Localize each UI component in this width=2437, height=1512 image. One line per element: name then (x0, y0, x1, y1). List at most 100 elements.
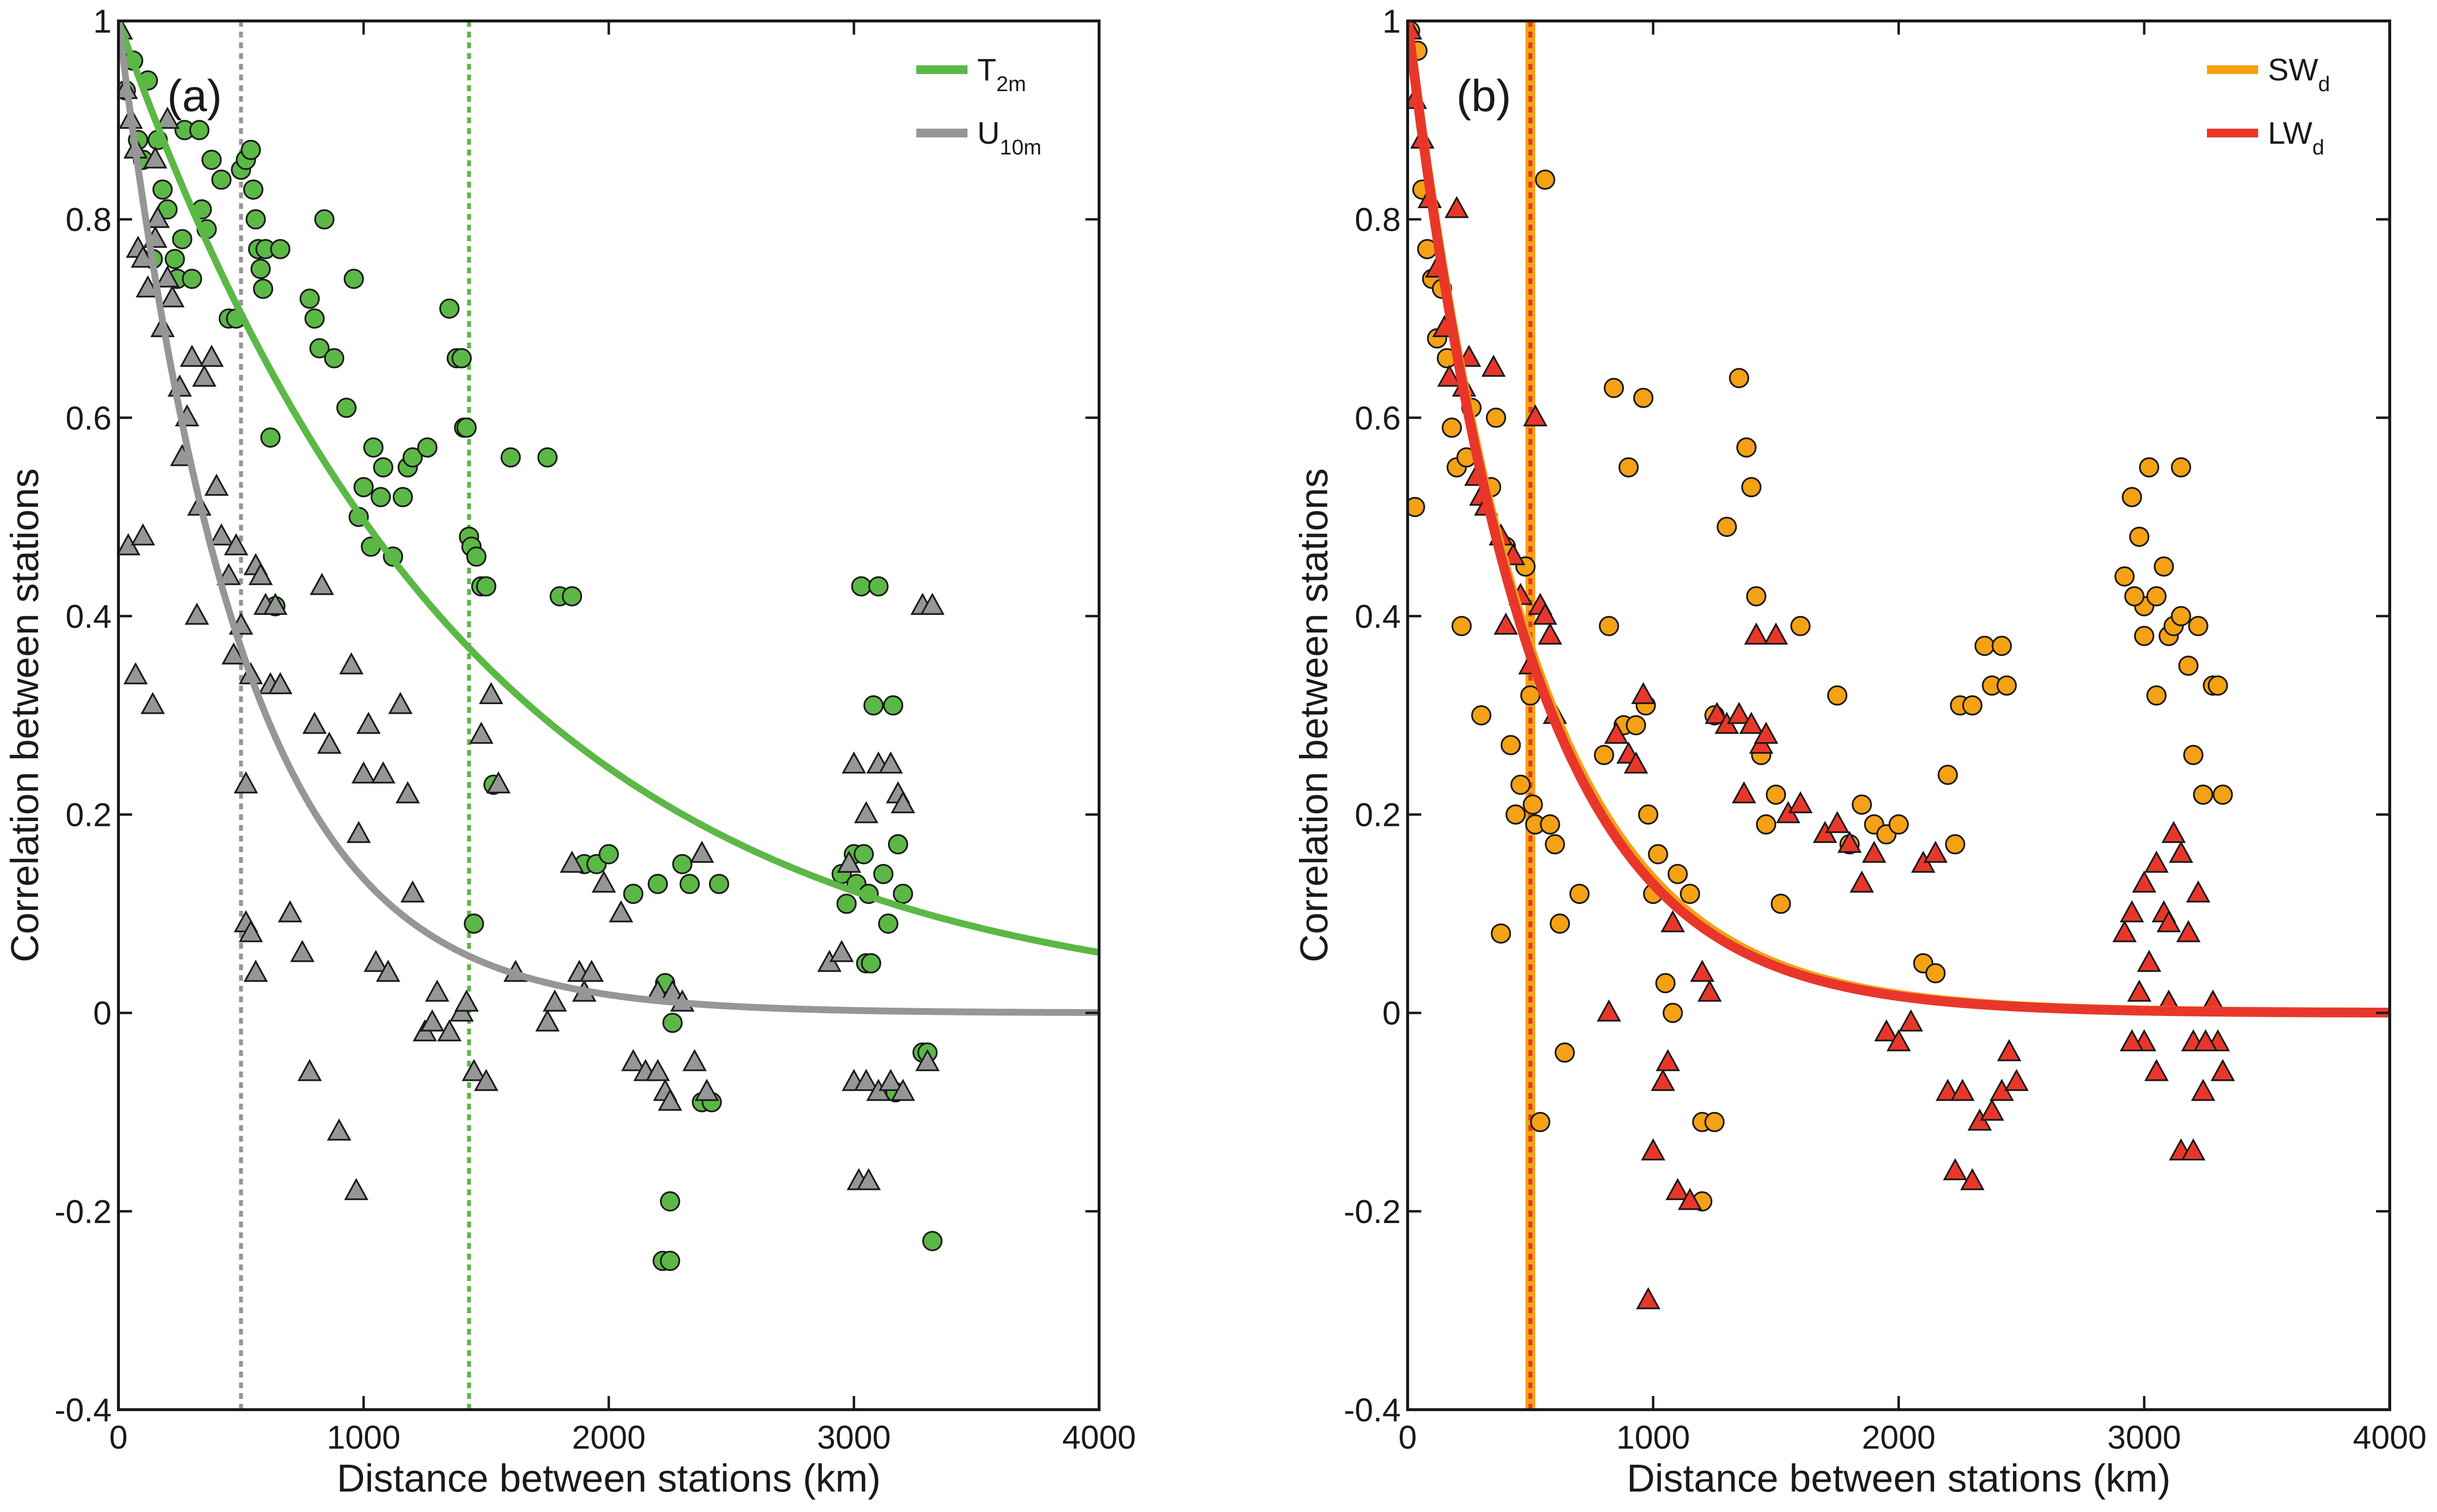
panel-a-u10m-point (327, 1118, 351, 1141)
panel-a-t2m-point (836, 894, 857, 914)
panel-a-u10m-point (339, 652, 364, 674)
panel-b-swd-point (1680, 883, 1701, 904)
panel-b-lwd-point (1862, 841, 1887, 863)
panel-a-t2m-point (451, 348, 472, 368)
panel-a-u10m-point (474, 1069, 499, 1091)
panel-b-y-axis-title: Correlation between stations (1292, 468, 1335, 962)
panel-a-t2m-point (647, 874, 668, 894)
panel-b-y-tick-label: 0.2 (1354, 797, 1401, 834)
panel-b-ticks: 0 1000 2000 3000 4000 -0.4 -0.2 0 0.2 0.4 0.6 0.8 1 (1344, 3, 2427, 1456)
panel-a-u10m-point (854, 801, 879, 823)
panel-a-t2m-point (888, 834, 909, 855)
panel-b-lwd-point (1898, 1009, 1923, 1032)
panel-a-x-tick-label: 0 (109, 1419, 128, 1456)
panel-a-t2m-point (623, 883, 644, 904)
panel-b-lwd-point (1624, 751, 1648, 774)
panel-b-swd-point (1790, 616, 1811, 636)
panel-a-t2m-point (152, 179, 173, 200)
panel-a-u10m-point (243, 959, 268, 982)
panel-b-lwd-point (1763, 622, 1788, 645)
panel-b-lwd-point (1650, 1069, 1675, 1091)
panel-a-t2m-point (363, 437, 384, 458)
panel-b-swd-point (1741, 477, 1761, 498)
panel-a-u10m-point (364, 950, 388, 972)
panel-a-t2m-point (309, 338, 330, 359)
panel-a-u10m-point (351, 761, 376, 784)
panel-b-x-tick-label: 0 (1398, 1419, 1417, 1456)
panel-a-fit-curve-1 (118, 21, 1099, 1016)
panel-a-u10m-point (836, 850, 861, 873)
panel-a-u10m-point (233, 771, 258, 794)
panel-b-swd-point (1827, 685, 1848, 706)
panel-a-u10m-point (400, 880, 425, 903)
panel-b-lwd-point (2176, 920, 2201, 942)
panel-b-swd-point (2193, 785, 2213, 805)
panel-b-swd-point (1638, 804, 1659, 825)
panel-b-lwd-point (2132, 870, 2157, 893)
panel-a-u10m-point (263, 593, 288, 615)
panel-b-swd-point (1520, 685, 1541, 706)
panel-a-x-tick-label: 4000 (1062, 1419, 1136, 1456)
panel-a-u10m-point (221, 642, 246, 665)
panel-b-swd-point (1618, 457, 1639, 478)
panel-b-swd-point (1663, 1002, 1683, 1023)
panel-a-t2m-point (253, 278, 273, 299)
panel-b-lwd-point (2191, 1078, 2216, 1101)
panel-a-u10m-point (278, 900, 303, 922)
panel-a-u10m-point (690, 841, 715, 863)
panel-b-lwd-point (1636, 1287, 1661, 1309)
panel-a-u10m-point (388, 692, 413, 714)
panel-b-swd-point (2146, 586, 2167, 607)
panel-a-u10m-point (609, 900, 634, 922)
panel-b-lwd-point (1837, 831, 1862, 853)
panel-a-y-tick-label: -0.2 (55, 1193, 112, 1230)
panel-b-y-tick-label: 0.8 (1354, 201, 1401, 238)
panel-b-swd-point (1500, 735, 1521, 755)
panel-a-u10m-point (155, 106, 180, 129)
panel-a-y-tick-label: 0.2 (65, 797, 112, 834)
panel-b-lwd-point (1661, 910, 1685, 933)
panel-a-u10m-point (829, 939, 854, 962)
panel-a-t2m-point (299, 288, 320, 309)
panel-a: 0 1000 2000 3000 4000-0.4-0.200.20.40.60.81 … (3, 3, 1136, 1500)
panel-b-lwd-point (1533, 602, 1558, 625)
panel-b-lwd-point (2144, 1059, 2169, 1081)
panel-a-t2m-point (243, 179, 264, 200)
panel-a-u10m-point (486, 771, 511, 794)
panel-a-legend-subscript: 2m (996, 72, 1026, 96)
panel-b-swd-point (2171, 606, 2191, 627)
panel-b-lwd-point (1732, 781, 1757, 804)
panel-b-swd-point (1441, 417, 1462, 438)
panel-b-x-axis-title: Distance between stations (km) (1626, 1456, 2170, 1500)
panel-a-u10m-point (878, 751, 903, 774)
panel-a-t2m-point (861, 953, 881, 974)
panel-b-lwd-point (2181, 1138, 2205, 1161)
panel-b-lwd-point (2112, 920, 2137, 942)
panel-a-t2m-point (402, 447, 423, 468)
panel-b-swd-point (2129, 526, 2149, 547)
panel-a-u10m-point (658, 1089, 682, 1111)
panel-b-lwd-point (1886, 1029, 1911, 1052)
panel-a-t2m-point (373, 457, 393, 478)
panel-b-lwd-point (1704, 702, 1729, 724)
panel-a-t2m-point (370, 487, 391, 507)
panel-a-t2m-point (164, 249, 185, 269)
panel-b-swd-point (1937, 765, 1958, 785)
panel-a-legend-subscript: 10m (1000, 135, 1042, 159)
panel-b-y-tick-label: -0.4 (1344, 1392, 1401, 1429)
panel-b-swd-point (1770, 894, 1791, 914)
panel-b-swd-point (1765, 785, 1786, 805)
panel-b-x-tick-label: 4000 (2353, 1419, 2426, 1456)
panel-a-u10m-point (682, 1049, 707, 1072)
panel-a-u10m-point (645, 1059, 670, 1081)
panel-a-t2m-point (439, 298, 460, 319)
panel-b-swd-point (1505, 804, 1526, 825)
panel-a-u10m-point (920, 593, 945, 615)
panel-a-t2m-point (660, 1250, 680, 1271)
panel-a-u10m-point (535, 1009, 560, 1032)
panel-b-lwd-point (2004, 1069, 2029, 1091)
panel-a-t2m-point (189, 120, 210, 140)
panel-b-swd-point (1545, 834, 1565, 855)
panel-a-u10m-point (248, 563, 273, 585)
panel-b-lwd-point (2161, 821, 2186, 843)
